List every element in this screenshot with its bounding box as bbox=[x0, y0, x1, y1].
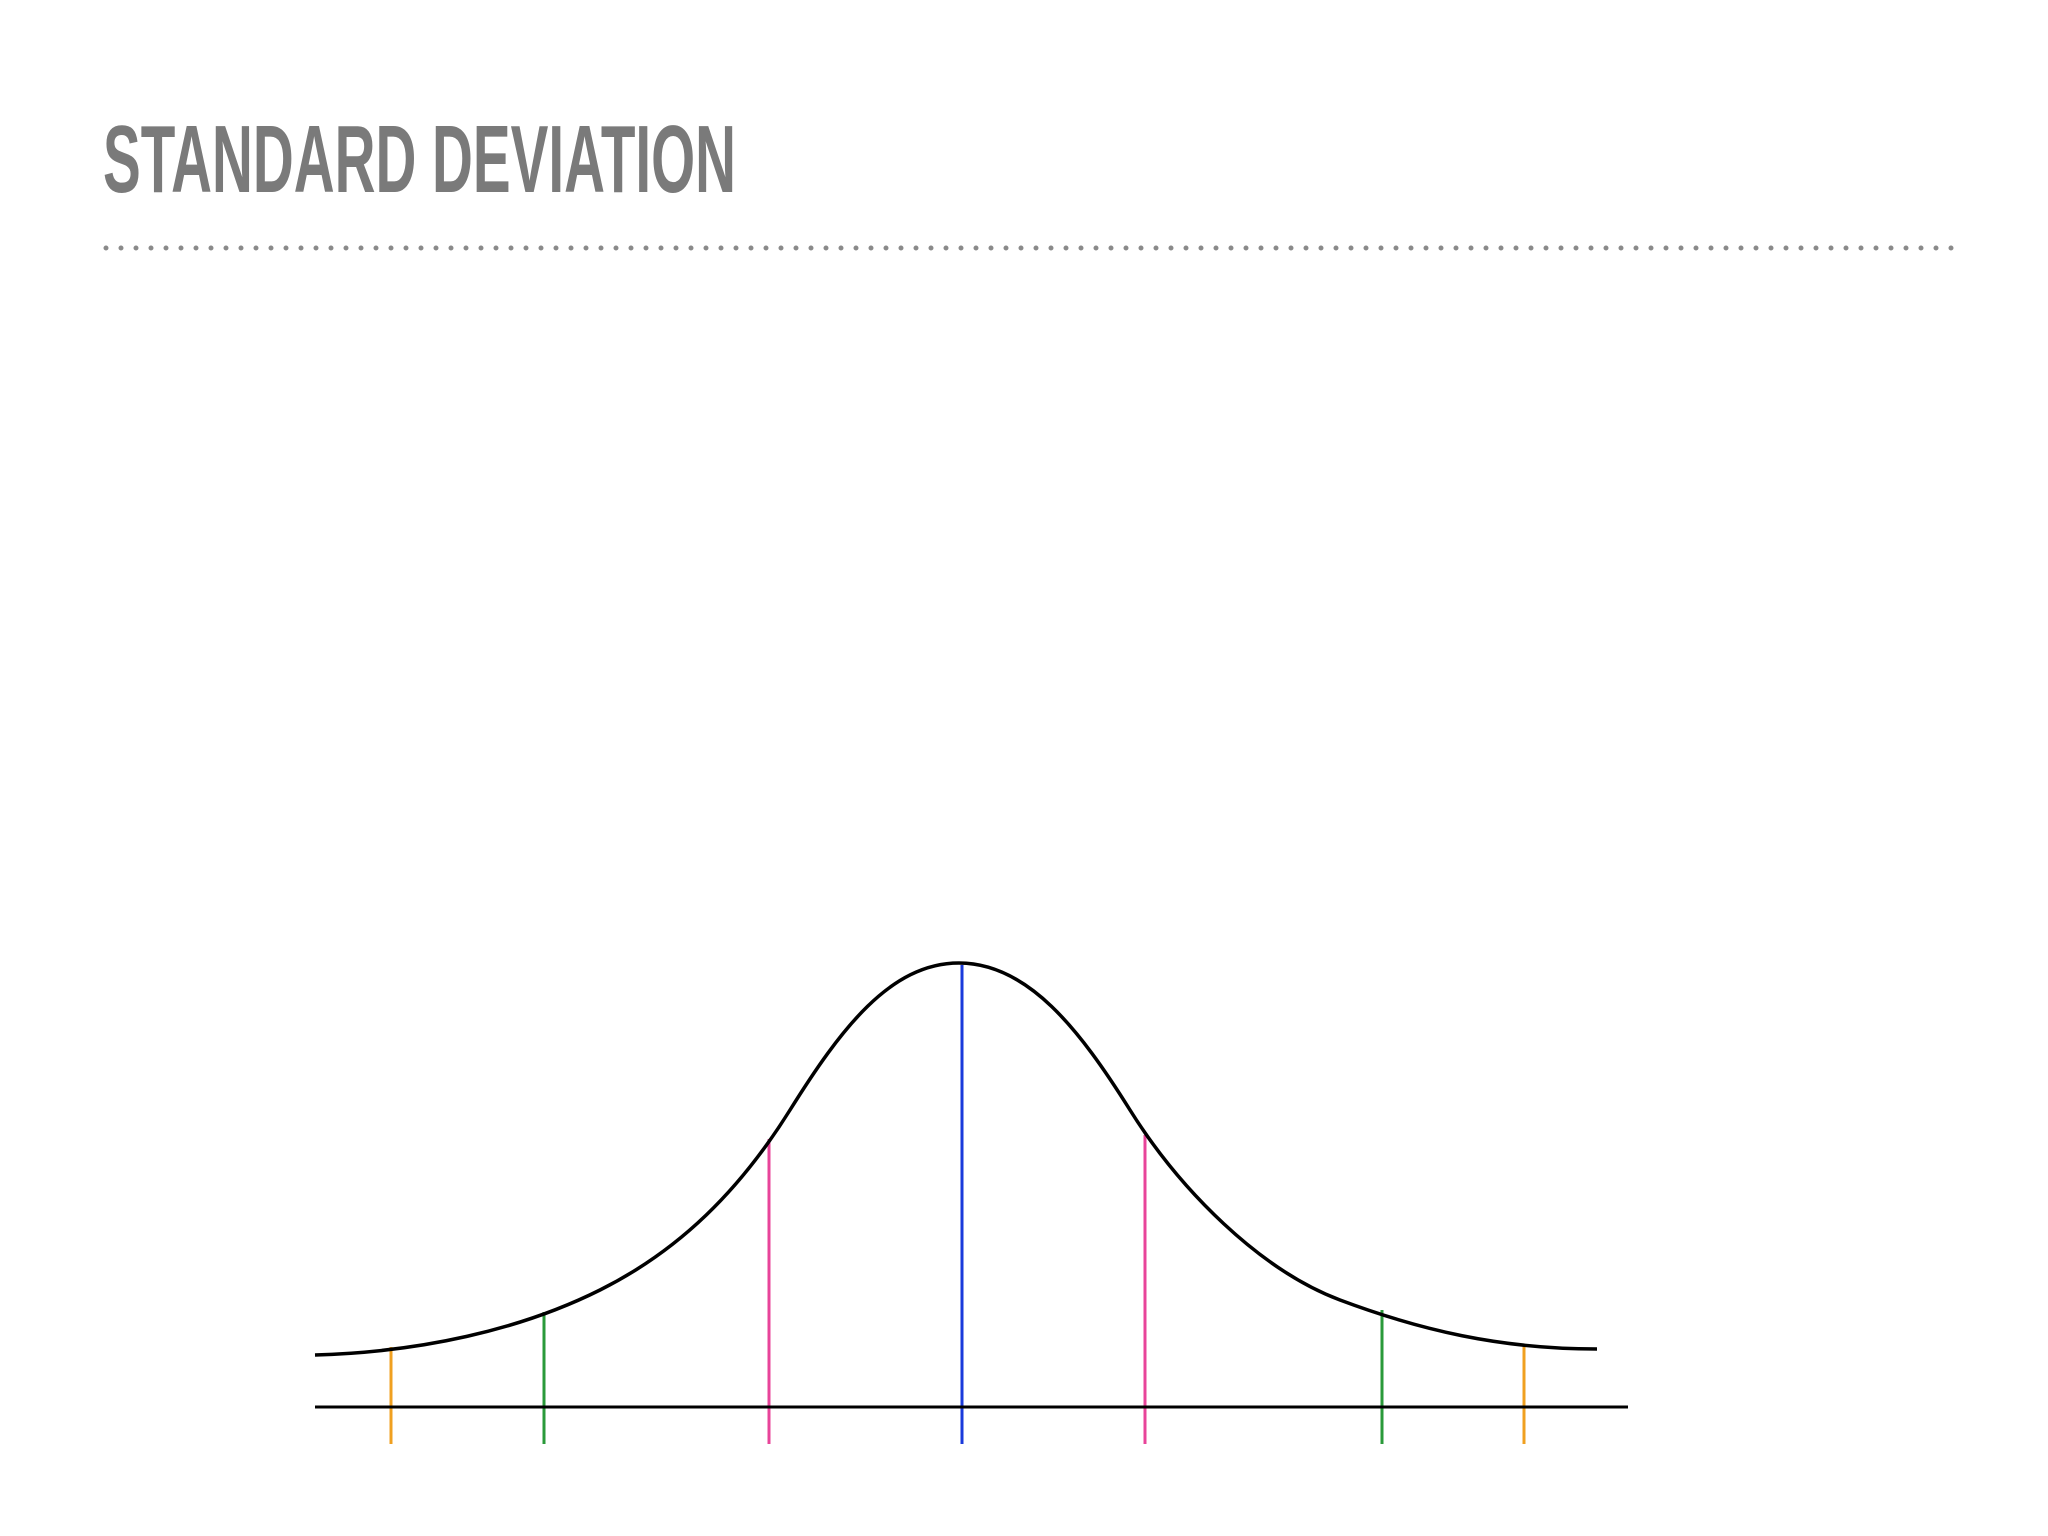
slide-title: STANDARD DEVIATION bbox=[103, 106, 736, 213]
bell-curve-diagram bbox=[314, 961, 1628, 1444]
bell-curve bbox=[314, 961, 1598, 1357]
